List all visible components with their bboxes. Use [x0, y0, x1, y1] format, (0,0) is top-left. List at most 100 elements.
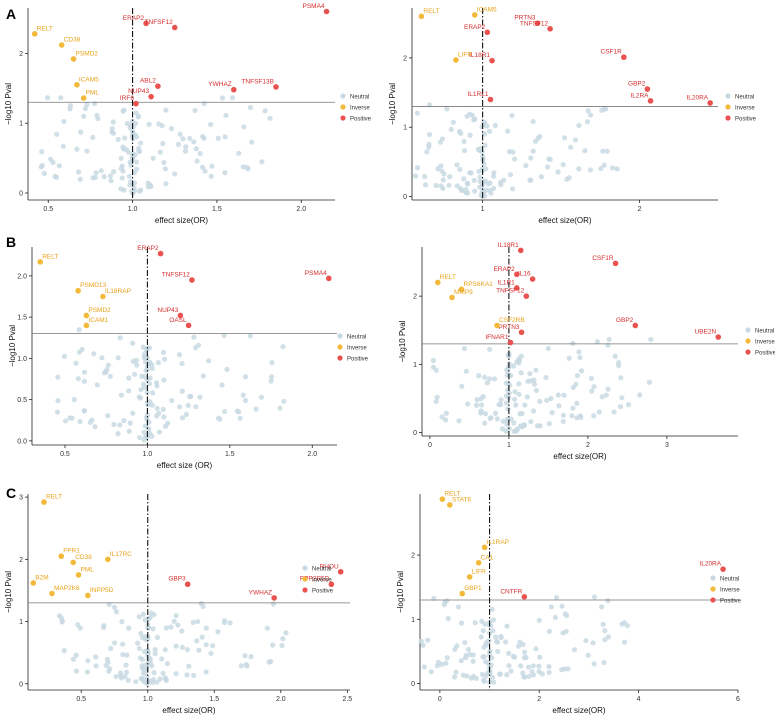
- neutral-point: [197, 150, 203, 157]
- neutral-point: [603, 392, 609, 398]
- neutral-point: [510, 363, 517, 369]
- point-il18r1: [489, 57, 495, 64]
- y-tick-label: 2.0: [17, 273, 27, 280]
- neutral-point: [560, 161, 566, 168]
- neutral-point: [177, 131, 183, 137]
- neutral-point: [120, 641, 126, 647]
- neutral-point: [420, 642, 426, 648]
- neutral-point: [447, 174, 453, 180]
- neutral-point: [152, 646, 158, 653]
- neutral-point: [601, 106, 608, 112]
- neutral-point: [476, 168, 482, 175]
- neutral-point: [478, 634, 484, 640]
- neutral-point: [536, 617, 542, 624]
- neutral-point: [160, 670, 166, 676]
- neutral-point: [163, 107, 169, 113]
- neutral-point: [537, 133, 543, 140]
- neutral-point: [203, 642, 209, 648]
- neutral-point: [197, 394, 203, 400]
- x-axis-label: effect size(OR): [155, 216, 209, 225]
- neutral-point: [505, 128, 511, 134]
- neutral-point: [75, 376, 81, 382]
- neutral-point: [52, 173, 58, 180]
- neutral-point: [269, 374, 275, 380]
- neutral-point: [171, 618, 177, 624]
- neutral-point: [560, 418, 566, 425]
- neutral-point: [138, 630, 144, 637]
- neutral-point: [439, 414, 445, 420]
- neutral-point: [221, 332, 227, 339]
- neutral-point: [77, 176, 83, 182]
- point-lifr: [466, 574, 473, 580]
- point-label-il1r1: IL1R1: [497, 279, 515, 286]
- neutral-point: [499, 426, 506, 432]
- neutral-point: [527, 371, 533, 377]
- neutral-point: [596, 409, 602, 415]
- neutral-point: [458, 186, 464, 192]
- neutral-point: [99, 355, 105, 361]
- neutral-point: [136, 394, 142, 400]
- legend: Neutral Inverse Positive: [302, 565, 334, 594]
- neutral-point: [459, 383, 465, 389]
- x-tick-label: 1.0: [143, 696, 153, 703]
- neutral-point: [516, 391, 522, 397]
- neutral-point: [117, 335, 123, 341]
- neutral-point: [491, 679, 497, 685]
- neutral-point: [130, 340, 136, 346]
- y-axis-label: −log10 Pval: [396, 571, 405, 613]
- legend: Neutral Inverse Positive: [745, 327, 775, 356]
- neutral-point: [41, 170, 47, 176]
- neutral-point: [573, 381, 579, 387]
- point-psmd13: [75, 287, 81, 294]
- point-label-rhou: RHOU: [320, 563, 339, 570]
- neutral-point: [445, 615, 451, 622]
- neutral-point: [462, 148, 468, 154]
- neutral-point: [268, 658, 274, 665]
- neutral-point: [54, 409, 61, 415]
- neutral-point: [548, 604, 554, 610]
- neutral-point: [124, 652, 130, 658]
- neutral-point: [115, 136, 121, 143]
- neutral-point: [157, 676, 163, 682]
- neutral-points: [418, 594, 630, 685]
- neutral-point: [119, 175, 125, 181]
- point-il18r1: [517, 247, 524, 254]
- neutral-point: [492, 122, 498, 129]
- point-label-pml: PML: [86, 90, 100, 97]
- neutral-point: [525, 378, 531, 384]
- neutral-point: [259, 159, 265, 165]
- point-label-lifr: LIFR: [472, 568, 486, 575]
- neutral-point: [591, 413, 597, 419]
- neutral-point: [149, 362, 155, 368]
- neutral-point: [105, 413, 111, 419]
- x-axis-label: effect size(OR): [162, 706, 216, 715]
- legend-swatch-neutral: [340, 93, 346, 99]
- neutral-point: [487, 376, 493, 382]
- neutral-point: [527, 177, 533, 184]
- y-axis-label: −log10 Pval: [388, 83, 397, 125]
- neutral-point: [440, 177, 446, 183]
- legend-label-inverse: Inverse: [735, 105, 755, 111]
- point-il16: [529, 276, 536, 282]
- neutral-point: [530, 148, 536, 154]
- neutral-point: [247, 333, 253, 339]
- legend: Neutral Inverse Positive: [725, 93, 757, 122]
- point-gbp1: [459, 590, 466, 597]
- neutral-point: [111, 604, 118, 610]
- neutral-point: [168, 126, 175, 132]
- neutral-point: [488, 415, 494, 421]
- point-label-relt: RELT: [423, 8, 439, 15]
- neutral-point: [458, 130, 464, 136]
- neutral-point: [583, 637, 589, 644]
- y-tick-label: 1: [403, 125, 407, 132]
- neutral-point: [120, 168, 126, 174]
- neutral-point: [137, 655, 144, 661]
- neutral-point: [111, 640, 118, 646]
- neutral-point: [82, 106, 88, 112]
- y-tick-label: 0.0: [17, 438, 27, 445]
- neutral-point: [528, 419, 534, 425]
- chart-b-right: 0 1 2 3 0 1 2 effect size(OR) −log10 Pval IL18R1 C…: [398, 242, 775, 461]
- neutral-point: [537, 654, 543, 660]
- neutral-point: [145, 184, 151, 190]
- legend-label-inverse: Inverse: [755, 339, 775, 345]
